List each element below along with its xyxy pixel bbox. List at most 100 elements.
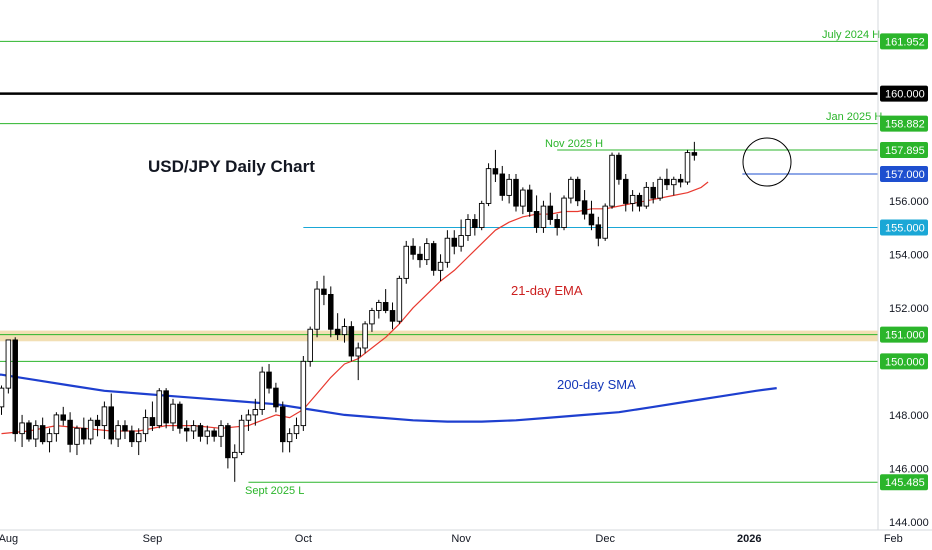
annotation-ema21: 21-day EMA <box>511 283 583 298</box>
candle-body-down <box>513 178 519 207</box>
candle-body-up <box>135 433 142 443</box>
candle <box>485 163 492 207</box>
level-badge-label: 161.952 <box>885 36 925 48</box>
candle-body-up <box>190 425 197 432</box>
annotation-july-2024-high: July 2024 H <box>822 29 880 41</box>
candle <box>321 275 327 306</box>
candle-body-down <box>533 211 540 228</box>
level-badge-bg <box>880 219 928 236</box>
candle <box>115 420 121 448</box>
candle <box>142 409 149 442</box>
candle-body-up <box>561 197 567 228</box>
candle <box>280 401 286 453</box>
candle-body-up <box>602 205 608 239</box>
candle <box>355 342 361 381</box>
resistance-zone-layer <box>0 330 878 342</box>
candle-body-up <box>87 419 94 440</box>
candle <box>108 393 115 445</box>
candle <box>101 401 108 439</box>
date-tick-label: Sep <box>143 533 163 545</box>
candle <box>362 321 368 354</box>
chart-title: USD/JPY Daily Chart <box>148 157 315 176</box>
candle-body-down <box>451 237 458 247</box>
candle <box>67 412 73 453</box>
candle-body-up <box>540 205 547 228</box>
candle <box>5 339 12 394</box>
candle <box>149 401 156 431</box>
candle-body-down <box>691 152 698 156</box>
candle <box>677 173 684 188</box>
candle-body-down <box>81 427 87 440</box>
candle-body-down <box>588 213 595 226</box>
candle-body-up <box>101 406 108 427</box>
candle-body-up <box>396 277 403 322</box>
candle-body-down <box>321 288 327 295</box>
candle-body-down <box>574 178 581 202</box>
date-tick-label: Dec <box>595 533 615 545</box>
candle-body-up <box>5 339 12 389</box>
candle <box>122 420 128 439</box>
level-badge-bg <box>880 326 928 343</box>
candle-body-up <box>657 178 663 199</box>
level-badge-bg <box>880 142 928 159</box>
candle-body-down <box>526 189 533 212</box>
candle <box>451 230 458 255</box>
candle <box>245 409 252 431</box>
level-badge-label: 151.000 <box>885 330 925 342</box>
candle <box>218 420 224 448</box>
candle-body-down <box>26 422 32 440</box>
candle-body-down <box>12 339 18 435</box>
level-badge-label: 155.000 <box>885 223 925 235</box>
candles-layer <box>0 141 698 482</box>
candle <box>458 219 464 252</box>
sma200-layer <box>0 373 777 423</box>
candle-body-down <box>197 425 204 437</box>
price-tick-label: 146.000 <box>889 463 929 475</box>
zone-band <box>0 330 878 342</box>
candle <box>369 307 375 332</box>
price-tick-label: 144.000 <box>889 517 929 529</box>
candle <box>94 414 101 437</box>
price-tick-label: 156.000 <box>889 196 929 208</box>
candle-body-down <box>595 224 602 239</box>
candle-body-up <box>231 451 238 459</box>
candle-body-up <box>46 433 53 443</box>
candle <box>540 200 547 233</box>
candle <box>225 422 231 469</box>
level-badge: 155.000 <box>880 219 928 236</box>
candle-body-up <box>437 261 444 271</box>
level-badge-label: 145.485 <box>885 477 925 489</box>
level-badge-bg <box>880 115 928 132</box>
candle-body-up <box>568 178 574 199</box>
candle-body-up <box>238 419 245 453</box>
candle-body-down <box>389 310 396 322</box>
candle-body-down <box>122 425 128 432</box>
candle-body-up <box>156 390 163 427</box>
candle-body-down <box>273 387 279 408</box>
price-axis: 144.000 146.000 148.000 152.000 154.000 156.0… <box>889 196 929 529</box>
candle <box>554 214 560 236</box>
candle <box>341 318 348 343</box>
candle-body-up <box>609 154 615 207</box>
candle-body-up <box>458 235 464 247</box>
candle <box>623 173 629 212</box>
candle-body-down <box>177 403 183 429</box>
candle-body-down <box>94 419 101 427</box>
candle-body-up <box>218 425 224 437</box>
candle-body-up <box>252 409 259 416</box>
candle <box>430 240 437 276</box>
candle-body-down <box>417 253 423 261</box>
candle <box>211 428 217 442</box>
candle <box>609 152 615 209</box>
price-tick-label: 148.000 <box>889 410 929 422</box>
candle-body-down <box>60 414 66 421</box>
candle-body-down <box>472 219 478 228</box>
candle <box>520 187 526 215</box>
candle-body-up <box>286 433 293 443</box>
date-tick-label: Aug <box>0 533 18 545</box>
candle <box>252 398 259 426</box>
candle <box>348 321 355 362</box>
candle <box>389 302 396 330</box>
